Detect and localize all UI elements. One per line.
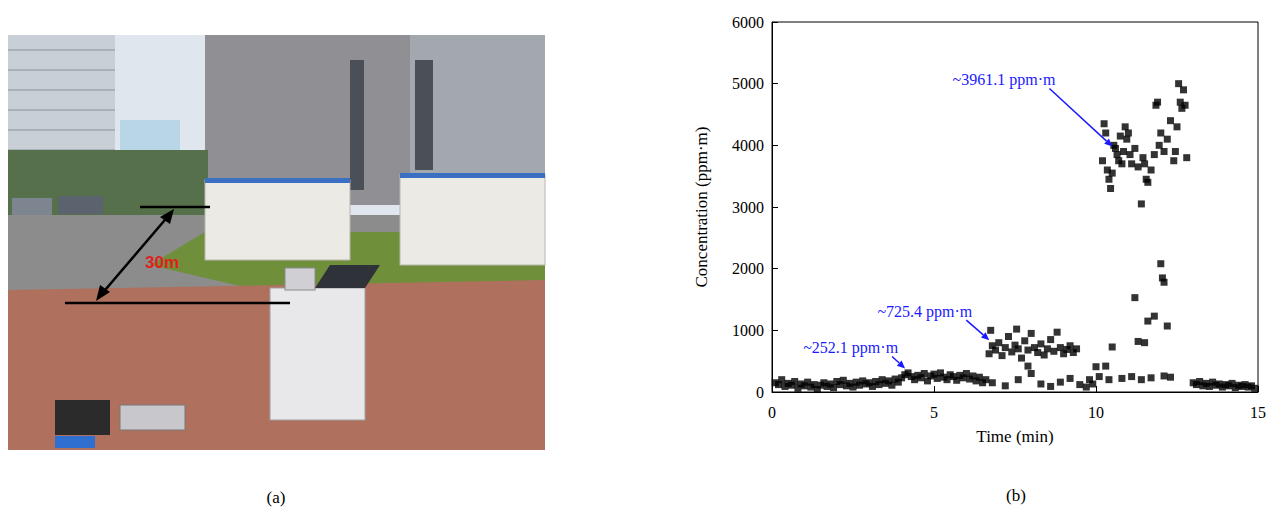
svg-text:4000: 4000 <box>732 137 764 154</box>
svg-text:0: 0 <box>768 404 776 421</box>
svg-text:~725.4 ppm·m: ~725.4 ppm·m <box>877 303 972 321</box>
svg-text:30m: 30m <box>145 253 179 272</box>
svg-text:~252.1 ppm·m: ~252.1 ppm·m <box>803 339 898 357</box>
svg-text:0: 0 <box>756 384 764 401</box>
svg-text:Concentration (ppm·m): Concentration (ppm·m) <box>692 127 711 288</box>
svg-text:10: 10 <box>1088 404 1104 421</box>
svg-text:Time (min): Time (min) <box>976 427 1053 446</box>
svg-text:1000: 1000 <box>732 322 764 339</box>
svg-text:2000: 2000 <box>732 260 764 277</box>
svg-text:~3961.1 ppm·m: ~3961.1 ppm·m <box>953 71 1056 89</box>
svg-text:(a): (a) <box>267 488 286 507</box>
svg-text:6000: 6000 <box>732 14 764 31</box>
html-text:(b): (b) <box>1006 486 1026 505</box>
svg-text:3000: 3000 <box>732 199 764 216</box>
svg-text:5: 5 <box>930 404 938 421</box>
svg-text:15: 15 <box>1250 404 1266 421</box>
svg-text:5000: 5000 <box>732 75 764 92</box>
